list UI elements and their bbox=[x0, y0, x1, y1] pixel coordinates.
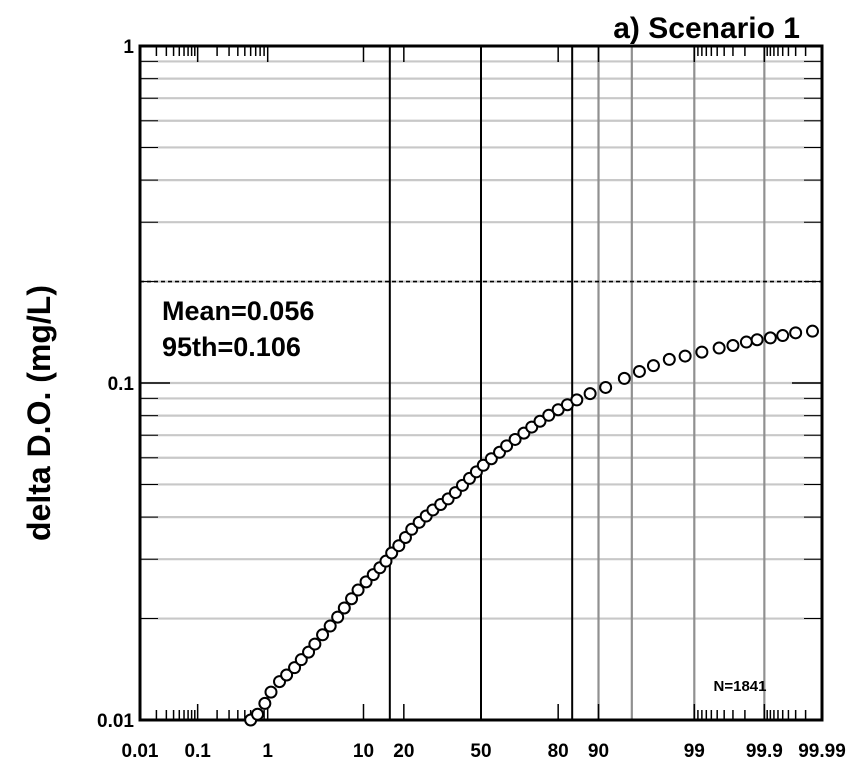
percentile-95-annotation: 95th=0.106 bbox=[162, 332, 301, 362]
data-point bbox=[570, 393, 584, 407]
plot-area-frame bbox=[138, 44, 824, 722]
data-point bbox=[750, 333, 764, 347]
y-axis-label: delta D.O. (mg/L) bbox=[21, 285, 57, 541]
data-point bbox=[351, 583, 365, 597]
ticks-layer bbox=[140, 46, 822, 720]
x-tick-label: 1 bbox=[262, 741, 273, 762]
y-tick-label: 1 bbox=[123, 37, 134, 58]
x-tick-label: 90 bbox=[588, 741, 609, 762]
data-point bbox=[323, 619, 337, 633]
data-point bbox=[583, 387, 597, 401]
x-tick-label: 99 bbox=[684, 741, 705, 762]
data-point bbox=[695, 345, 709, 359]
x-tick-label: 0.1 bbox=[184, 741, 211, 762]
data-point bbox=[500, 439, 514, 453]
x-tick-label: 10 bbox=[353, 741, 374, 762]
data-point bbox=[264, 685, 278, 699]
data-point bbox=[739, 335, 753, 349]
data-point bbox=[294, 653, 308, 667]
sample-count-annotation: N=1841 bbox=[714, 678, 767, 695]
data-point bbox=[331, 610, 345, 624]
data-point bbox=[678, 349, 692, 363]
data-point bbox=[533, 414, 547, 428]
y-tick-label: 0.01 bbox=[97, 711, 134, 732]
data-point bbox=[617, 371, 631, 385]
data-point bbox=[662, 352, 676, 366]
data-point bbox=[288, 661, 302, 675]
data-point bbox=[599, 380, 613, 394]
data-point bbox=[337, 601, 351, 615]
data-point bbox=[763, 331, 777, 345]
data-point bbox=[345, 592, 359, 606]
chart-title: a) Scenario 1 bbox=[613, 12, 800, 45]
data-point bbox=[789, 326, 803, 340]
data-point bbox=[484, 452, 498, 466]
data-point bbox=[280, 668, 294, 682]
data-point bbox=[251, 707, 265, 721]
data-point bbox=[632, 364, 646, 378]
x-tick-label: 80 bbox=[548, 741, 569, 762]
data-point bbox=[476, 458, 490, 472]
data-point bbox=[776, 329, 790, 343]
data-point bbox=[712, 341, 726, 355]
data-point bbox=[508, 432, 522, 446]
data-points bbox=[244, 324, 819, 727]
data-point bbox=[726, 339, 740, 353]
tick-labels: 1 0.1 0.01 0.01 0.1 1 10 20 50 80 90 99 99.9 99.99 bbox=[97, 37, 846, 762]
x-tick-label: 0.01 bbox=[122, 741, 159, 762]
x-tick-label: 50 bbox=[470, 741, 491, 762]
data-point bbox=[646, 359, 660, 373]
data-point bbox=[392, 539, 406, 553]
x-tick-label: 99.9 bbox=[746, 741, 783, 762]
data-point bbox=[542, 408, 556, 422]
data-point bbox=[258, 696, 272, 710]
data-point bbox=[308, 637, 322, 651]
grid-layer bbox=[140, 46, 822, 720]
x-tick-label: 20 bbox=[393, 741, 414, 762]
x-tick-label: 99.99 bbox=[798, 741, 846, 762]
mean-annotation: Mean=0.056 bbox=[162, 296, 314, 326]
data-point bbox=[805, 324, 819, 338]
data-point bbox=[316, 628, 330, 642]
y-tick-label: 0.1 bbox=[108, 374, 135, 395]
